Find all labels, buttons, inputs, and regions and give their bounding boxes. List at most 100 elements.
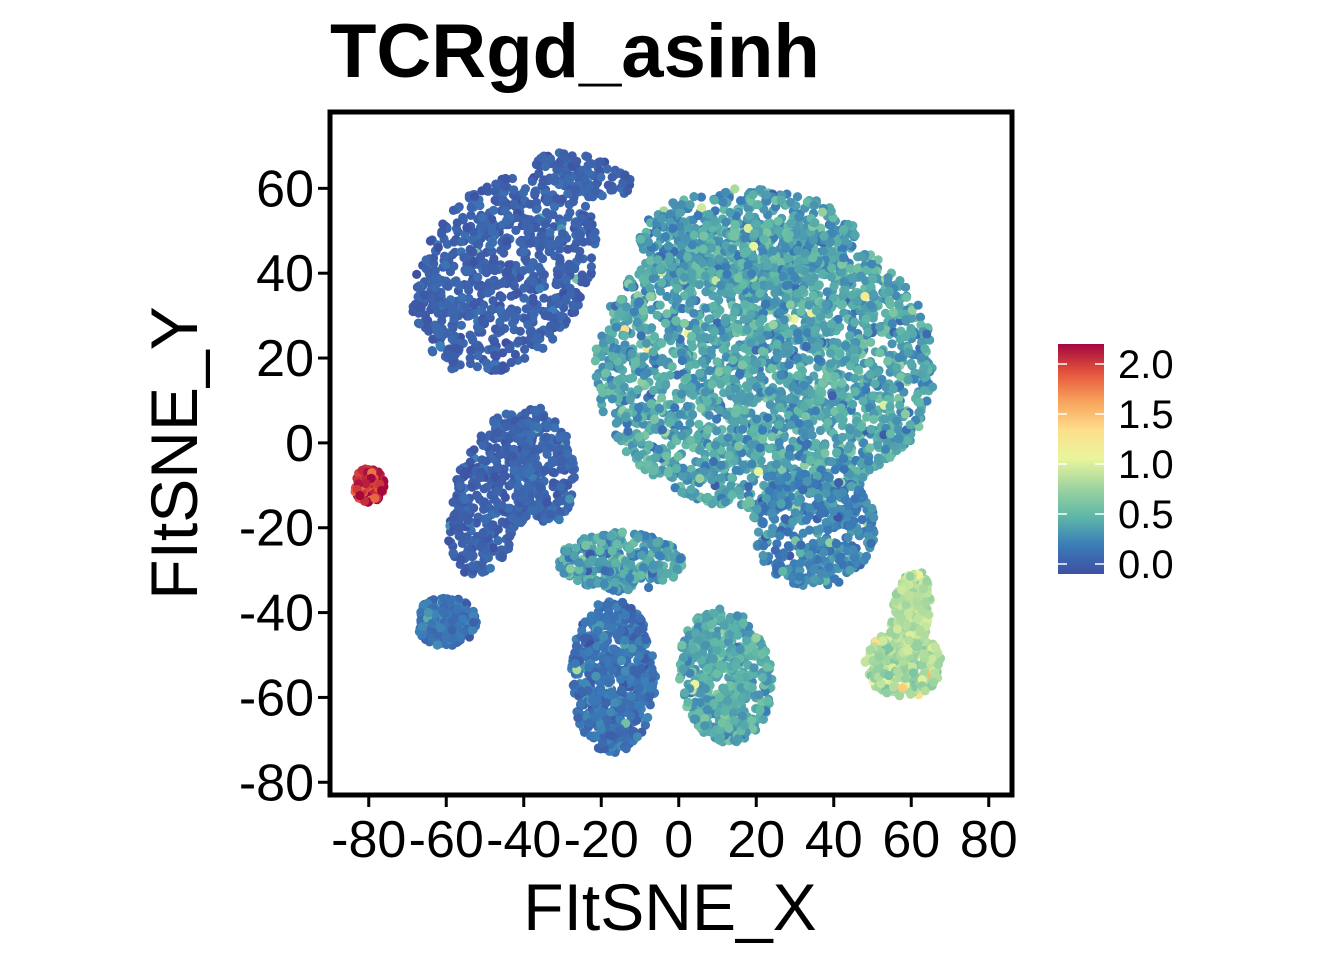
- data-point: [686, 484, 696, 495]
- data-point: [544, 329, 555, 339]
- data-point: [575, 292, 585, 302]
- data-point: [689, 230, 699, 240]
- data-point: [895, 400, 905, 410]
- data-point: [470, 191, 480, 201]
- data-point: [839, 277, 849, 287]
- data-point: [752, 504, 762, 514]
- data-point: [703, 425, 713, 435]
- data-point: [478, 528, 488, 538]
- data-point: [487, 226, 497, 236]
- data-point: [785, 300, 796, 310]
- data-point: [819, 231, 829, 241]
- data-point: [837, 378, 847, 388]
- data-point: [709, 195, 719, 205]
- data-point: [716, 473, 726, 483]
- data-point: [852, 296, 863, 307]
- data-point: [572, 156, 582, 166]
- data-point: [613, 433, 623, 443]
- data-point: [761, 493, 771, 503]
- data-point: [653, 255, 663, 265]
- data-point: [839, 224, 849, 234]
- data-point: [758, 425, 768, 435]
- data-point: [740, 233, 750, 243]
- data-point: [539, 175, 549, 185]
- data-point: [782, 472, 792, 482]
- data-point: [628, 373, 638, 383]
- data-point: [668, 223, 678, 233]
- data-point: [466, 210, 476, 220]
- data-point: [774, 437, 784, 448]
- data-point: [435, 341, 445, 351]
- data-point: [727, 244, 737, 254]
- data-point: [801, 341, 811, 352]
- data-point: [675, 409, 685, 419]
- data-point: [490, 472, 500, 482]
- data-point: [850, 317, 860, 327]
- data-point: [565, 494, 575, 504]
- data-point: [759, 234, 769, 244]
- data-point: [523, 320, 533, 330]
- data-point: [412, 269, 422, 279]
- data-point: [584, 192, 594, 202]
- data-point: [868, 391, 878, 401]
- data-point: [756, 334, 767, 344]
- data-point: [813, 354, 823, 364]
- data-point: [793, 497, 803, 507]
- data-point: [720, 497, 731, 507]
- data-point: [866, 300, 876, 310]
- data-point: [455, 480, 466, 491]
- data-point: [677, 355, 687, 366]
- data-point: [607, 172, 617, 182]
- data-point: [525, 264, 536, 274]
- data-point: [449, 237, 459, 247]
- data-point: [536, 230, 546, 241]
- data-point: [468, 227, 478, 237]
- data-point: [502, 236, 512, 246]
- data-point: [630, 358, 641, 368]
- data-point: [526, 237, 536, 247]
- data-point: [527, 176, 538, 186]
- data-point: [621, 412, 631, 423]
- data-point: [817, 207, 828, 217]
- data-point: [412, 282, 422, 292]
- data-point: [840, 340, 851, 351]
- data-point: [460, 567, 470, 577]
- data-point: [850, 387, 860, 397]
- data-point: [478, 440, 488, 450]
- data-point: [509, 465, 519, 475]
- data-point: [866, 538, 876, 549]
- data-point: [766, 528, 777, 539]
- data-point: [804, 300, 814, 310]
- data-point: [483, 363, 493, 373]
- data-point: [919, 363, 929, 373]
- data-point: [519, 247, 529, 257]
- data-point: [564, 175, 575, 185]
- data-point: [456, 237, 466, 247]
- data-point: [449, 261, 459, 271]
- data-point: [519, 293, 529, 303]
- data-point: [568, 197, 578, 207]
- data-point: [808, 290, 818, 301]
- data-point: [838, 390, 848, 400]
- data-point: [496, 326, 506, 336]
- data-point: [682, 401, 693, 411]
- data-point: [591, 235, 601, 245]
- data-point: [549, 202, 560, 212]
- data-point: [823, 417, 833, 428]
- data-point: [466, 202, 476, 213]
- data-point: [505, 273, 515, 283]
- data-point: [788, 517, 798, 527]
- data-point: [856, 271, 866, 281]
- data-point: [657, 425, 668, 435]
- data-point: [712, 414, 722, 424]
- data-point: [749, 512, 759, 522]
- data-point: [730, 408, 741, 418]
- data-point: [495, 305, 505, 315]
- data-point: [665, 370, 675, 380]
- data-point: [476, 252, 486, 262]
- data-point: [794, 212, 804, 222]
- data-point: [520, 441, 530, 451]
- data-point: [901, 315, 911, 325]
- data-point: [429, 301, 440, 311]
- data-point: [847, 519, 857, 529]
